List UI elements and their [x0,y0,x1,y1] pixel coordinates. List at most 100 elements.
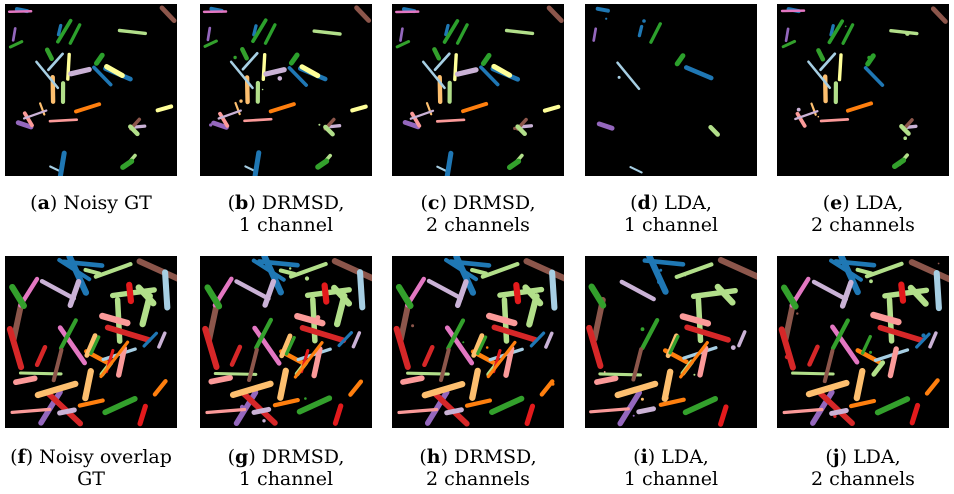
noise-speck [903,136,907,140]
segment-rod [461,101,489,114]
segmentation-map [202,5,372,176]
caption-text: LDA, [661,446,709,468]
segmentation-map [778,256,949,427]
segment-rod [247,347,259,382]
segment-rod [480,262,520,279]
segment-rod [77,398,105,408]
segmentation-map [592,6,720,174]
segment-rod [526,293,540,328]
segment-rod [737,330,747,348]
panel-d-image [585,4,757,176]
segment-rod [640,317,660,351]
segment-rod [202,325,220,370]
panel-label: g [235,446,249,468]
segment-rod [444,325,475,366]
caption-line-1: (f) Noisy overlap [10,446,172,468]
segment-rod [435,118,466,123]
noise-speck [784,354,790,360]
segment-rod [84,333,98,358]
segment-rod [455,23,469,45]
noise-speck [462,341,465,344]
segment-rod [899,124,911,136]
segment-rod [544,331,554,349]
segment-rod [586,324,604,369]
segment-rod [332,403,344,426]
segment-rod [251,18,268,44]
caption-line-1: (h) DRMSD, [419,446,537,468]
segment-rod [58,318,78,351]
noise-speck [551,382,555,386]
noise-speck [233,55,237,60]
segment-rod [251,258,286,282]
segment-rod [89,335,101,356]
segment-rod [871,360,886,377]
noise-speck [315,315,321,320]
segment-rod [679,340,709,379]
segment-rod [476,335,488,356]
panel-g-caption: (g) DRMSD, 1 channel [191,446,381,490]
segment-rod [930,6,948,24]
segment-rod [444,150,454,176]
segment-rod [829,24,835,37]
segment-rod [229,60,254,90]
segment-rod [471,333,485,358]
caption-line-2: 1 channel [238,214,334,236]
segment-rod [6,326,25,371]
noise-speck [289,267,292,270]
noise-speck [921,333,926,338]
segment-rod [864,261,904,279]
noise-speck [657,279,662,285]
segment-rod [351,331,362,349]
caption-text: Noisy overlap [39,446,172,468]
segment-rod [293,341,324,379]
segment-rod [837,53,843,82]
noise-speck [304,276,310,281]
noise-speck [239,99,243,103]
segment-rod [57,325,87,366]
segment-rod [539,379,555,397]
segment-rod [254,317,274,350]
caption-line-1: (b) DRMSD, [227,192,345,214]
segment-rod [933,269,942,312]
segment-rod [464,398,493,408]
segment-rod [263,23,277,45]
panel-label: h [426,446,441,468]
segmentation-map [393,256,564,427]
segment-rod [811,279,849,302]
segment-rod [781,39,797,49]
segment-rod [889,29,919,36]
segment-rod [155,104,174,113]
segment-rod [795,111,807,128]
segment-rod [243,117,273,123]
segment-rod [855,267,874,276]
segment-rod [513,282,522,305]
segment-rod [442,19,460,44]
segment-rod [497,286,545,298]
segment-rod [395,283,414,309]
segment-rod [928,331,938,349]
segment-rod [74,102,102,114]
segment-rod [877,324,925,344]
segment-rod [22,111,34,128]
segment-rod [444,407,464,416]
segment-rod [323,124,335,137]
segment-rod [61,259,105,268]
noise-speck [684,274,687,277]
segment-rod [350,104,368,113]
noise-speck [817,115,820,118]
caption-text: LDA, [664,192,712,214]
segment-rod [44,47,54,61]
segment-rod [839,279,854,309]
segment-rod [470,268,488,276]
segment-rod [529,331,546,348]
noise-speck [796,107,801,112]
caption-line-1: (d) LDA, [630,192,712,214]
segment-rod [272,398,300,408]
panel-d-caption: (d) LDA, 1 channel [576,192,766,236]
segment-rod [299,325,347,344]
noise-speck [640,327,645,332]
segment-rod [422,344,435,368]
panel-c-caption: (c) DRMSD, 2 channels [383,192,573,236]
segment-rod [674,262,714,279]
segment-rod [439,347,451,382]
